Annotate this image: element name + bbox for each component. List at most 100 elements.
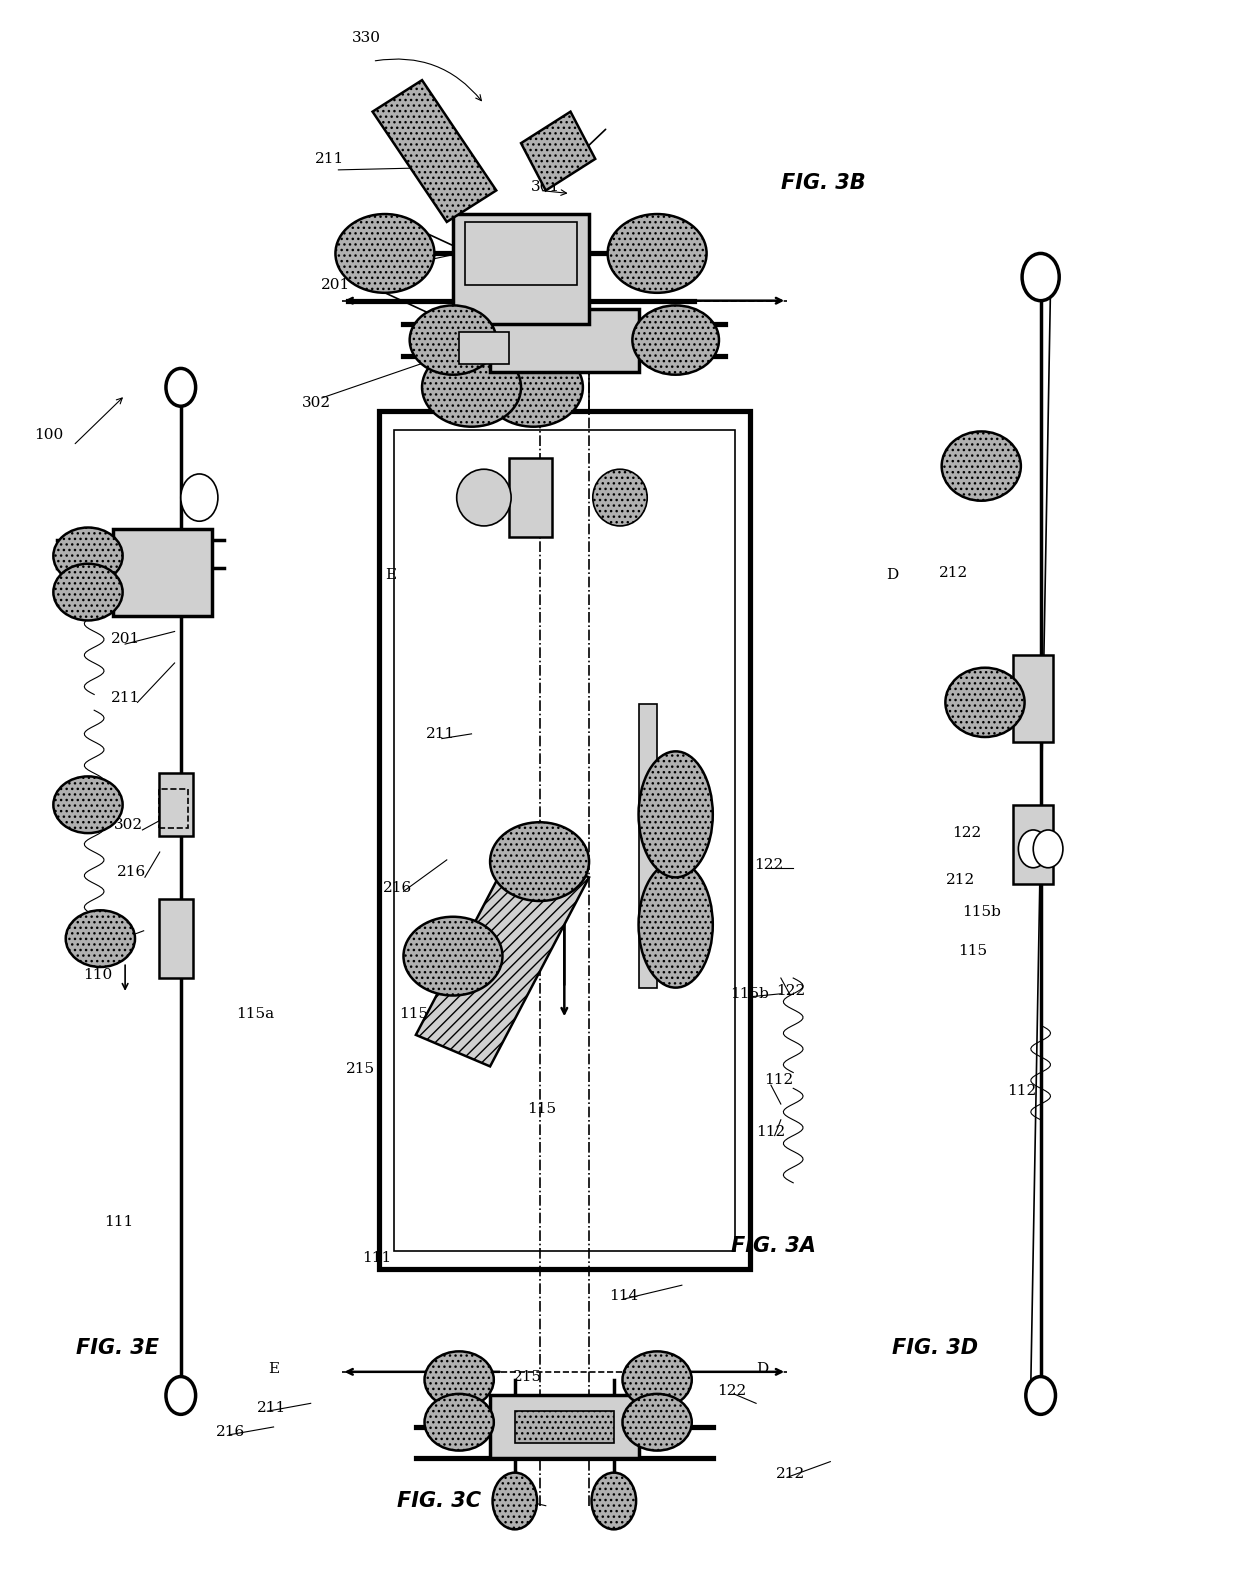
Bar bbox=[465, 222, 577, 286]
Bar bbox=[459, 333, 508, 363]
Text: 211: 211 bbox=[257, 1401, 285, 1415]
Text: 301: 301 bbox=[525, 841, 554, 855]
Bar bbox=[508, 458, 552, 537]
Text: 115: 115 bbox=[527, 1101, 557, 1116]
Text: FIG. 3D: FIG. 3D bbox=[893, 1338, 978, 1359]
Text: 212: 212 bbox=[940, 567, 968, 581]
Bar bbox=[1013, 655, 1053, 742]
Ellipse shape bbox=[336, 215, 434, 294]
Text: 100: 100 bbox=[33, 428, 63, 442]
Bar bbox=[393, 429, 735, 1250]
Text: 112: 112 bbox=[756, 1125, 786, 1139]
Text: E: E bbox=[268, 1362, 279, 1376]
Bar bbox=[490, 309, 639, 371]
Text: 216: 216 bbox=[117, 865, 146, 879]
Ellipse shape bbox=[941, 431, 1021, 500]
Ellipse shape bbox=[409, 306, 496, 374]
Ellipse shape bbox=[66, 911, 135, 967]
Ellipse shape bbox=[53, 563, 123, 620]
Text: 211: 211 bbox=[110, 691, 140, 705]
Text: 111: 111 bbox=[104, 1215, 134, 1229]
Text: 211: 211 bbox=[315, 151, 343, 166]
Text: 114: 114 bbox=[500, 1488, 529, 1502]
Ellipse shape bbox=[53, 527, 123, 584]
Text: 216: 216 bbox=[216, 1425, 244, 1439]
Text: 211: 211 bbox=[427, 727, 455, 740]
Text: 122: 122 bbox=[717, 1384, 746, 1398]
Bar bbox=[490, 1395, 639, 1458]
Ellipse shape bbox=[593, 469, 647, 525]
Ellipse shape bbox=[490, 822, 589, 901]
Bar bbox=[639, 704, 657, 988]
Polygon shape bbox=[372, 80, 496, 222]
Ellipse shape bbox=[945, 667, 1024, 737]
Ellipse shape bbox=[1018, 830, 1048, 868]
Ellipse shape bbox=[456, 469, 511, 525]
Text: FIG. 3A: FIG. 3A bbox=[732, 1236, 816, 1256]
Text: 122: 122 bbox=[952, 827, 981, 839]
Bar bbox=[159, 789, 188, 828]
Text: 201: 201 bbox=[110, 633, 140, 647]
Ellipse shape bbox=[1025, 1376, 1055, 1414]
Text: FIG. 3E: FIG. 3E bbox=[76, 1338, 159, 1359]
Polygon shape bbox=[521, 112, 595, 191]
Ellipse shape bbox=[622, 1351, 692, 1408]
Ellipse shape bbox=[1022, 254, 1059, 301]
Bar bbox=[453, 215, 589, 325]
Ellipse shape bbox=[632, 306, 719, 374]
Ellipse shape bbox=[403, 917, 502, 996]
Text: 115b: 115b bbox=[730, 986, 769, 1000]
Ellipse shape bbox=[424, 1351, 494, 1408]
Ellipse shape bbox=[492, 1472, 537, 1529]
Ellipse shape bbox=[53, 776, 123, 833]
Ellipse shape bbox=[181, 473, 218, 521]
Bar bbox=[515, 1411, 614, 1442]
Text: D: D bbox=[887, 568, 898, 582]
Text: 302: 302 bbox=[114, 819, 144, 832]
Bar bbox=[113, 529, 212, 615]
Text: 215: 215 bbox=[108, 928, 138, 942]
Ellipse shape bbox=[166, 1376, 196, 1414]
Ellipse shape bbox=[424, 1393, 494, 1450]
Text: 115b: 115b bbox=[962, 904, 1001, 918]
Bar bbox=[1013, 805, 1053, 884]
Text: 112: 112 bbox=[1007, 1084, 1037, 1098]
Text: 110: 110 bbox=[83, 967, 113, 982]
Text: FIG. 3C: FIG. 3C bbox=[397, 1491, 481, 1512]
Ellipse shape bbox=[1033, 830, 1063, 868]
Text: 215: 215 bbox=[512, 1370, 542, 1384]
Text: 201: 201 bbox=[321, 278, 350, 292]
Ellipse shape bbox=[622, 1393, 692, 1450]
Bar bbox=[159, 773, 193, 836]
Text: D: D bbox=[756, 1362, 769, 1376]
Text: E: E bbox=[386, 568, 397, 582]
Text: 114: 114 bbox=[609, 1289, 639, 1303]
Text: 301: 301 bbox=[531, 180, 560, 194]
Text: 111: 111 bbox=[362, 1251, 391, 1266]
Ellipse shape bbox=[591, 1472, 636, 1529]
Ellipse shape bbox=[608, 215, 707, 294]
Text: 212: 212 bbox=[946, 873, 975, 887]
Text: 215: 215 bbox=[346, 1062, 374, 1076]
Text: 214: 214 bbox=[506, 499, 536, 513]
Text: 115: 115 bbox=[959, 944, 987, 958]
Ellipse shape bbox=[166, 368, 196, 406]
Text: 212: 212 bbox=[776, 1468, 805, 1482]
Text: 302: 302 bbox=[303, 396, 331, 410]
Ellipse shape bbox=[422, 347, 521, 426]
Bar bbox=[159, 899, 193, 978]
Ellipse shape bbox=[639, 751, 713, 877]
Bar bbox=[378, 410, 750, 1269]
Text: 216: 216 bbox=[383, 881, 412, 895]
Text: 114': 114' bbox=[176, 530, 210, 544]
Text: 330: 330 bbox=[352, 30, 381, 44]
Text: 122: 122 bbox=[754, 857, 784, 871]
Text: 122: 122 bbox=[776, 983, 805, 997]
Polygon shape bbox=[415, 846, 589, 1067]
Ellipse shape bbox=[484, 347, 583, 426]
Text: 112: 112 bbox=[764, 1073, 794, 1087]
Text: 115a: 115a bbox=[399, 1007, 438, 1021]
Text: 115a: 115a bbox=[236, 1007, 274, 1021]
Text: FIG. 3B: FIG. 3B bbox=[781, 172, 866, 193]
Ellipse shape bbox=[639, 862, 713, 988]
